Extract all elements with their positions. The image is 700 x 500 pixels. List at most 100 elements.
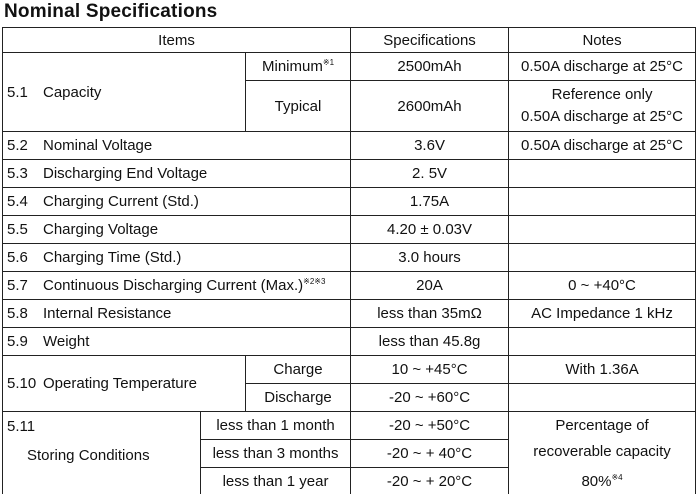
storing-period-label: less than 1 month: [199, 411, 352, 440]
row-label: Capacity: [43, 83, 102, 101]
footnote-mark: ※4: [611, 472, 623, 482]
storing-period-label: less than 3 months: [199, 439, 352, 468]
table-row-capacity-minimum: 5.1 Capacity Minimum※1 2500mAh 0.50A disc…: [2, 52, 697, 132]
discharge-label: Discharge: [244, 383, 352, 412]
row-number: 5.4: [7, 193, 28, 210]
note-cell: AC Impedance 1 kHz: [508, 299, 697, 328]
note-value: 80%: [581, 472, 612, 490]
capacity-label-cell: 5.1 Capacity: [2, 52, 246, 132]
discharge-value: -20 ~ +60°C: [350, 383, 510, 412]
storing-conditions-label-cell: 5.11 Storing Conditions: [2, 411, 201, 496]
row-label: Nominal Voltage: [43, 137, 153, 154]
capacity-typical-note: Reference only 0.50A discharge at 25°C: [508, 80, 697, 132]
row-label: Storing Conditions: [27, 447, 150, 464]
table-row-discharging-end-voltage: 5.3 Discharging End Voltage 2. 5V: [1, 159, 697, 188]
item-cell: 5.7 Continuous Discharging Current (Max.)…: [1, 271, 352, 300]
row-label: Charging Current (Std.): [43, 193, 199, 210]
storing-period-value: -20 ~ + 40°C: [350, 439, 510, 468]
storing-period-label: less than 1 year: [199, 467, 352, 496]
table-row-internal-resistance: 5.8 Internal Resistance less than 35mΩ AC…: [1, 299, 697, 328]
row-number: 5.9: [7, 333, 28, 350]
spec-value: 3.6V: [350, 131, 510, 160]
row-number: 5.1: [7, 83, 28, 101]
note-cell: 0.50A discharge at 25°C: [508, 131, 697, 160]
header-items: Items: [1, 27, 352, 53]
item-cell: 5.9 Weight: [1, 327, 352, 356]
page-bottom-edge: [0, 494, 700, 500]
operating-temperature-label-cell: 5.10 Operating Temperature: [2, 355, 246, 412]
item-cell: 5.3 Discharging End Voltage: [1, 159, 352, 188]
row-label: Operating Temperature: [43, 375, 197, 392]
row-number: 5.7: [7, 277, 28, 294]
item-cell: 5.2 Nominal Voltage: [1, 131, 352, 160]
storing-period-value: -20 ~ + 20°C: [350, 467, 510, 496]
table-row-capacity-typical: Typical 2600mAh Reference only 0.50A dis…: [3, 80, 697, 132]
header-specifications: Specifications: [350, 27, 510, 53]
note-cell: [508, 243, 697, 272]
note-line: recoverable capacity: [533, 442, 671, 460]
row-label: Continuous Discharging Current (Max.): [43, 277, 304, 294]
spec-value: 1.75A: [350, 187, 510, 216]
note-line: 0.50A discharge at 25°C: [521, 108, 683, 125]
spec-value: 4.20 ± 0.03V: [350, 215, 510, 244]
spec-value: less than 35mΩ: [350, 299, 510, 328]
table-row-operating-temperature-charge: 5.10 Operating Temperature Charge 10 ~ +4…: [2, 355, 697, 412]
table-row-storing-1-month: 5.11 Storing Conditions less than 1 mont…: [2, 411, 697, 496]
table-row-weight: 5.9 Weight less than 45.8g: [1, 327, 697, 356]
page-title: Nominal Specifications: [4, 1, 218, 22]
row-number: 5.8: [7, 305, 28, 322]
row-number: 5.6: [7, 249, 28, 266]
item-cell: 5.8 Internal Resistance: [1, 299, 352, 328]
item-cell: 5.4 Charging Current (Std.): [1, 187, 352, 216]
note-cell: [508, 383, 697, 412]
note-cell: [508, 159, 697, 188]
footnote-mark: ※2※3: [303, 277, 326, 286]
table-row-charging-current: 5.4 Charging Current (Std.) 1.75A: [1, 187, 697, 216]
item-cell: 5.6 Charging Time (Std.): [1, 243, 352, 272]
table-row-charging-voltage: 5.5 Charging Voltage 4.20 ± 0.03V: [1, 215, 697, 244]
capacity-minimum-value: 2500mAh: [350, 52, 510, 81]
capacity-minimum-label-cell: Minimum※1: [244, 52, 352, 81]
header-notes: Notes: [508, 27, 697, 53]
row-number: 5.11: [7, 418, 36, 435]
operating-temperature-note: With 1.36A: [508, 355, 697, 384]
capacity-typical-value: 2600mAh: [350, 80, 510, 132]
table-row-charging-time: 5.6 Charging Time (Std.) 3.0 hours: [1, 243, 697, 272]
note-line: Percentage of: [555, 416, 649, 434]
spec-value: 3.0 hours: [350, 243, 510, 272]
note-line: 80%※4: [513, 465, 691, 495]
item-cell: 5.5 Charging Voltage: [1, 215, 352, 244]
nominal-specifications-table: Items Specifications Notes 5.1 Capacity M…: [1, 27, 697, 496]
row-number: 5.5: [7, 221, 28, 238]
table-row-continuous-discharging-current: 5.7 Continuous Discharging Current (Max.)…: [1, 271, 697, 300]
table-row-storing-1-year: less than 1 year -20 ~ + 20°C: [3, 467, 696, 496]
row-number: 5.2: [7, 137, 28, 154]
row-label: Discharging End Voltage: [43, 165, 208, 182]
table-header-row: Items Specifications Notes: [1, 27, 697, 53]
row-label: Charging Voltage: [43, 221, 159, 238]
row-label: Weight: [43, 333, 90, 350]
note-cell: [508, 327, 697, 356]
table-row-nominal-voltage: 5.2 Nominal Voltage 3.6V 0.50A discharge …: [1, 131, 697, 160]
table-row-operating-temperature-discharge: Discharge -20 ~ +60°C: [3, 383, 697, 412]
capacity-minimum-note: 0.50A discharge at 25°C: [508, 52, 697, 81]
row-label: Internal Resistance: [43, 305, 172, 322]
table-row-storing-3-months: less than 3 months -20 ~ + 40°C: [3, 439, 696, 468]
spec-value: less than 45.8g: [350, 327, 510, 356]
row-number: 5.3: [7, 165, 28, 182]
spec-value: 2. 5V: [350, 159, 510, 188]
spec-value: 20A: [350, 271, 510, 300]
row-number: 5.10: [7, 375, 37, 392]
storing-conditions-note: Percentage of recoverable capacity 80%※4: [508, 411, 697, 496]
sub-label: Minimum: [262, 58, 323, 75]
capacity-typical-label: Typical: [244, 80, 352, 132]
note-cell: 0 ~ +40°C: [508, 271, 697, 300]
row-label: Charging Time (Std.): [43, 249, 182, 266]
note-line: Reference only: [551, 86, 653, 103]
charge-value: 10 ~ +45°C: [350, 355, 510, 384]
footnote-mark: ※1: [322, 58, 335, 67]
charge-label: Charge: [244, 355, 352, 384]
note-cell: [508, 187, 697, 216]
storing-period-value: -20 ~ +50°C: [350, 411, 510, 440]
note-cell: [508, 215, 697, 244]
